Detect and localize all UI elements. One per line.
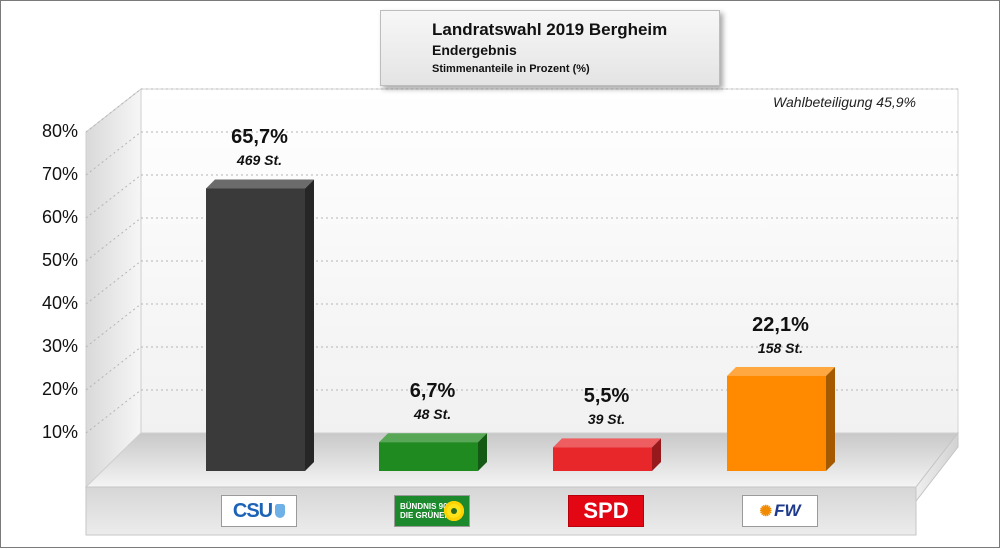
bar-top-face: [553, 438, 661, 448]
gridline-side: [85, 389, 142, 434]
y-tick-label: 30%: [41, 336, 78, 356]
logo-gruene-text: BÜNDNIS 90 DIE GRÜNEN: [400, 502, 450, 520]
data-label-percent: 5,5%: [583, 385, 630, 408]
logo-spd: SPD: [568, 495, 644, 527]
bar-csu: [206, 179, 314, 472]
y-tick-label: 80%: [41, 121, 78, 141]
y-tick-label: 60%: [41, 207, 78, 227]
turnout-label: Wahlbeteiligung 45,9%: [773, 94, 916, 110]
gridline-side: [85, 217, 142, 262]
y-tick-label: 40%: [41, 293, 78, 313]
data-label-percent: 6,7%: [409, 380, 456, 403]
chart-caption: Stimmenanteile in Prozent (%): [432, 63, 590, 75]
bar-top-face: [379, 433, 487, 443]
bar-side-face: [305, 179, 314, 472]
logo-gruene-line2: DIE GRÜNEN: [400, 511, 451, 520]
data-label-votes: 158 St.: [757, 339, 804, 356]
data-label-percent: 22,1%: [752, 313, 809, 336]
bar-front-face: [553, 447, 652, 471]
gridline-side: [85, 260, 142, 305]
gridline-side: [85, 346, 142, 391]
data-label-votes: 48 St.: [413, 406, 452, 423]
logo-gruene: BÜNDNIS 90 DIE GRÜNEN: [394, 495, 470, 527]
title-box: Landratswahl 2019 Bergheim Endergebnis S…: [380, 10, 720, 86]
bar-side-face: [826, 366, 835, 471]
sun-rays-icon: ✺: [759, 503, 773, 520]
bar-gruene: [379, 433, 487, 471]
logo-fw-text: FW: [774, 501, 801, 520]
bar-front-face: [206, 188, 305, 472]
bar-front-face: [379, 442, 478, 471]
bar-front-face: [727, 375, 826, 471]
logo-csu: CSU: [221, 495, 297, 527]
gridline-side: [85, 131, 142, 176]
y-tick-label: 10%: [41, 422, 78, 442]
data-label-votes: 469 St.: [236, 152, 283, 169]
chart-title: Landratswahl 2019 Bergheim: [432, 20, 668, 39]
lion-icon: [275, 504, 286, 518]
y-tick-label: 50%: [41, 250, 78, 270]
logo-csu-text: CSU: [232, 499, 273, 522]
bar-side-face: [652, 438, 661, 471]
bar-fw: [727, 366, 835, 471]
bar-side-face: [478, 433, 487, 471]
bar-top-face: [206, 179, 314, 189]
gridline-side: [85, 303, 142, 348]
sunflower-icon: [444, 501, 464, 521]
logo-spd-text: SPD: [583, 498, 629, 523]
left-wall: [85, 87, 142, 489]
y-tick-label: 20%: [41, 379, 78, 399]
bar-top-face: [727, 366, 835, 376]
gridline-side: [85, 174, 142, 219]
data-label-votes: 39 St.: [587, 411, 626, 428]
chart-subtitle: Endergebnis: [432, 42, 517, 58]
gridline-side: [85, 88, 142, 133]
data-label-percent: 65,7%: [231, 126, 288, 149]
bar-spd: [553, 438, 661, 471]
logo-fw: ✺ FW: [742, 495, 818, 527]
y-tick-label: 70%: [41, 164, 78, 184]
logo-gruene-line1: BÜNDNIS 90: [400, 502, 448, 511]
